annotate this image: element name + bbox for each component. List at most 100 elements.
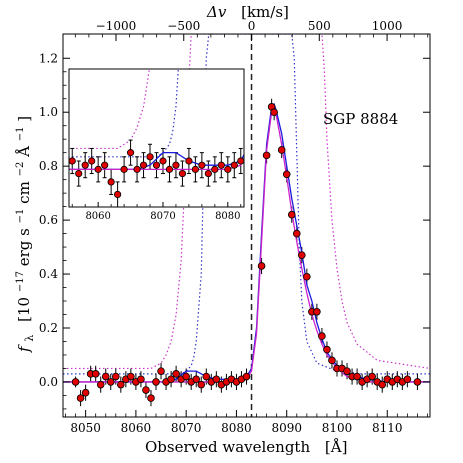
data-point	[111, 372, 120, 381]
inset-data-point	[224, 165, 232, 173]
inset-axis-ticks: 8060 8070 8080	[71, 202, 242, 222]
data-point	[197, 380, 206, 389]
inset-x-tick-label: 8080	[215, 211, 240, 222]
x2-axis-title: Δv [km/s]	[206, 3, 289, 21]
y-axis-exp-4: −1	[15, 127, 26, 142]
y-axis-title: f λ [10 −17 erg s −1 cm −2 Å −1 ]	[9, 116, 37, 353]
object-label: SGP 8884	[323, 110, 398, 128]
y-tick-label: 0.2	[39, 321, 58, 335]
data-point	[323, 345, 331, 354]
data-point	[101, 372, 110, 381]
data-point	[262, 151, 271, 160]
data-point	[91, 370, 100, 378]
inset-data-point	[146, 153, 154, 161]
x2-axis-symbol: Δv	[206, 3, 227, 21]
x-tick-label: 8060	[121, 421, 152, 435]
x-axis-title: Observed wavelength [Å]	[145, 438, 347, 456]
x-tick-label: 8070	[171, 421, 202, 435]
data-point	[137, 375, 145, 384]
x-tick-label: 8080	[221, 421, 252, 435]
inset-data-point	[211, 165, 219, 173]
main-plot	[63, 34, 430, 417]
inset-data-point	[88, 157, 96, 165]
inset-data-point	[94, 165, 102, 173]
y-axis-exp-2: −1	[15, 209, 26, 224]
v-tick-label: 500	[308, 19, 331, 33]
data-point	[242, 372, 251, 381]
y-axis-subscript: λ	[23, 335, 36, 342]
data-point	[313, 308, 321, 316]
data-point	[353, 372, 361, 381]
data-point	[212, 375, 221, 384]
x-tick-label: 8050	[70, 421, 101, 435]
data-point	[172, 370, 180, 378]
data-point	[192, 375, 201, 384]
inset-data-point	[185, 157, 193, 165]
v-tick-label: −1000	[96, 19, 137, 33]
inset-data-point	[165, 165, 174, 173]
inset-data-point	[178, 169, 187, 178]
main-axis-ticks: 8050 8060 8070 8080 8090 8100 8110 0.0 0.2 0.4 0.6…	[39, 19, 430, 435]
inset-data-point	[152, 161, 161, 169]
y-axis-exp-3: −2	[15, 162, 26, 177]
inset-data-point	[120, 165, 128, 173]
inset-x-tick-label: 8070	[150, 211, 175, 222]
y-axis-unit-mid-2: cm	[15, 181, 33, 204]
data-point	[378, 380, 387, 389]
y-tick-label: 0.0	[39, 375, 58, 389]
data-point	[157, 367, 165, 375]
data-point	[142, 386, 150, 394]
inset-data-point	[198, 161, 206, 169]
inset-data-point	[69, 157, 76, 165]
data-point	[96, 380, 105, 389]
data-point	[318, 332, 326, 340]
x-axis-title-text: Observed wavelength	[145, 438, 310, 456]
inset-data-point	[107, 178, 115, 186]
data-point	[328, 356, 336, 365]
inset-frame	[68, 68, 245, 208]
inset-plot	[69, 69, 244, 207]
data-point	[117, 380, 125, 389]
data-point	[71, 378, 80, 386]
data-point	[147, 394, 155, 402]
data-point	[127, 372, 135, 381]
data-point	[403, 375, 412, 384]
data-point	[298, 251, 306, 259]
data-point	[167, 375, 175, 384]
inset-data-point	[114, 190, 122, 199]
y-axis-symbol: f	[15, 344, 33, 353]
y-axis-unit-post: ]	[15, 116, 33, 122]
data-point	[270, 108, 278, 117]
y-tick-label: 1.0	[39, 105, 58, 119]
inset-data-point	[101, 161, 109, 169]
data-point	[413, 378, 422, 386]
inset-data-point	[126, 149, 135, 157]
inset-data-point	[191, 165, 199, 173]
y-axis-unit-mid-3: Å	[15, 146, 33, 158]
inset-data-point	[204, 169, 212, 178]
x2-axis-unit: [km/s]	[241, 3, 289, 21]
inset-data-point	[159, 157, 167, 165]
data-point	[182, 372, 190, 381]
y-tick-label: 1.2	[39, 51, 58, 65]
y-tick-label: 0.4	[39, 267, 58, 281]
v-tick-label: 1000	[372, 19, 403, 33]
data-point	[81, 388, 90, 397]
inset-data-point	[75, 169, 83, 178]
inset-x-tick-label: 8060	[85, 211, 110, 222]
inset-data-point	[133, 165, 141, 173]
data-point	[303, 272, 311, 281]
data-point	[287, 210, 296, 219]
inset-data-point	[230, 161, 238, 169]
data-point	[76, 394, 85, 402]
data-point	[343, 367, 351, 375]
y-axis-unit-pre: [10	[15, 297, 33, 322]
y-tick-label: 0.8	[39, 159, 58, 173]
v-tick-label: 0	[248, 19, 256, 33]
y-axis-exp-1: −17	[15, 271, 26, 292]
data-point	[282, 170, 291, 179]
v-tick-label: −500	[167, 19, 200, 33]
data-point	[106, 378, 115, 386]
x-tick-label: 8110	[372, 421, 403, 435]
